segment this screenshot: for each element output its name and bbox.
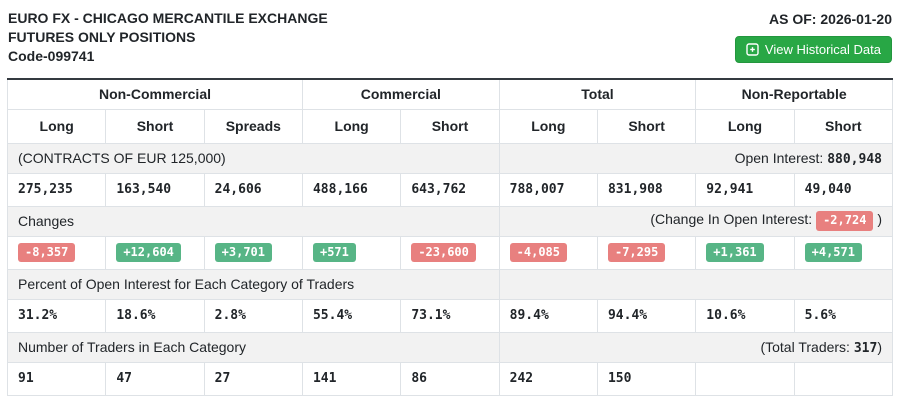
position-cell: 49,040 bbox=[794, 173, 892, 206]
position-cell: 488,166 bbox=[302, 173, 400, 206]
traders-cell: 242 bbox=[499, 362, 597, 395]
as-of-value: 2026-01-20 bbox=[820, 11, 892, 27]
percent-cell: 89.4% bbox=[499, 299, 597, 332]
open-interest-label: Open Interest: bbox=[735, 150, 824, 166]
percent-cell: 73.1% bbox=[401, 299, 499, 332]
change-in-open-interest: (Change In Open Interest: -2,724 ) bbox=[499, 206, 892, 236]
position-cell: 643,762 bbox=[401, 173, 499, 206]
position-cell: 788,007 bbox=[499, 173, 597, 206]
group-header-total: Total bbox=[499, 79, 696, 109]
traders-cell: 91 bbox=[8, 362, 106, 395]
report-title-block: EURO FX - CHICAGO MERCANTILE EXCHANGE FU… bbox=[8, 9, 328, 66]
percent-cell: 18.6% bbox=[106, 299, 204, 332]
change-badge: -7,295 bbox=[608, 243, 665, 262]
column-header-nr-short: Short bbox=[794, 109, 892, 143]
group-header-non-commercial: Non-Commercial bbox=[8, 79, 303, 109]
change-cell: -23,600 bbox=[401, 236, 499, 269]
column-header-nc-short: Short bbox=[106, 109, 204, 143]
column-header-c-short: Short bbox=[401, 109, 499, 143]
view-historical-data-label: View Historical Data bbox=[765, 42, 881, 57]
changes-label: Changes bbox=[8, 206, 500, 236]
changes-row: -8,357 +12,604 +3,701 +571 -23,600 -4,08… bbox=[8, 236, 893, 269]
traders-cell: 86 bbox=[401, 362, 499, 395]
total-traders-suffix: ) bbox=[877, 339, 882, 355]
changes-section-row: Changes (Change In Open Interest: -2,724… bbox=[8, 206, 893, 236]
traders-cell: 141 bbox=[302, 362, 400, 395]
cot-report-page: EURO FX - CHICAGO MERCANTILE EXCHANGE FU… bbox=[0, 0, 900, 406]
column-header-nc-spreads: Spreads bbox=[204, 109, 302, 143]
traders-cell: 47 bbox=[106, 362, 204, 395]
group-header-commercial: Commercial bbox=[302, 79, 499, 109]
traders-cell: 150 bbox=[597, 362, 695, 395]
change-badge: +3,701 bbox=[215, 243, 272, 262]
change-cell: -7,295 bbox=[597, 236, 695, 269]
total-traders-label: (Total Traders: bbox=[760, 339, 849, 355]
traders-section-row: Number of Traders in Each Category (Tota… bbox=[8, 332, 893, 362]
positions-row: 275,235 163,540 24,606 488,166 643,762 7… bbox=[8, 173, 893, 206]
change-oi-badge: -2,724 bbox=[816, 211, 873, 230]
change-badge: +12,604 bbox=[116, 243, 181, 262]
change-cell: +1,361 bbox=[696, 236, 794, 269]
column-header-nr-long: Long bbox=[696, 109, 794, 143]
position-cell: 92,941 bbox=[696, 173, 794, 206]
percent-cell: 94.4% bbox=[597, 299, 695, 332]
percent-cell: 2.8% bbox=[204, 299, 302, 332]
percent-section-row: Percent of Open Interest for Each Catego… bbox=[8, 269, 893, 299]
view-historical-data-button[interactable]: View Historical Data bbox=[735, 36, 892, 63]
open-interest: Open Interest: 880,948 bbox=[499, 143, 892, 173]
report-code: Code-099741 bbox=[8, 47, 328, 66]
percent-cell: 10.6% bbox=[696, 299, 794, 332]
change-cell: -8,357 bbox=[8, 236, 106, 269]
change-badge: -8,357 bbox=[18, 243, 75, 262]
traders-cell bbox=[696, 362, 794, 395]
column-header-row: Long Short Spreads Long Short Long Short… bbox=[8, 109, 893, 143]
column-header-t-short: Short bbox=[597, 109, 695, 143]
cot-table: Non-Commercial Commercial Total Non-Repo… bbox=[7, 78, 893, 396]
change-cell: +3,701 bbox=[204, 236, 302, 269]
traders-cell: 27 bbox=[204, 362, 302, 395]
change-badge: -4,085 bbox=[510, 243, 567, 262]
open-interest-value: 880,948 bbox=[827, 152, 882, 167]
total-traders-value: 317 bbox=[854, 341, 877, 356]
change-badge: +571 bbox=[313, 243, 356, 262]
report-title: EURO FX - CHICAGO MERCANTILE EXCHANGE bbox=[8, 9, 328, 28]
percent-cell: 55.4% bbox=[302, 299, 400, 332]
group-header-non-reportable: Non-Reportable bbox=[696, 79, 893, 109]
percent-cell: 31.2% bbox=[8, 299, 106, 332]
as-of-date: AS OF: 2026-01-20 bbox=[735, 9, 892, 27]
total-traders: (Total Traders: 317) bbox=[499, 332, 892, 362]
column-header-nc-long: Long bbox=[8, 109, 106, 143]
change-badge: -23,600 bbox=[411, 243, 476, 262]
change-cell: +571 bbox=[302, 236, 400, 269]
traders-row: 91 47 27 141 86 242 150 bbox=[8, 362, 893, 395]
change-badge: +1,361 bbox=[706, 243, 763, 262]
column-header-c-long: Long bbox=[302, 109, 400, 143]
change-oi-label: (Change In Open Interest: bbox=[650, 211, 812, 227]
group-header-row: Non-Commercial Commercial Total Non-Repo… bbox=[8, 79, 893, 109]
column-header-t-long: Long bbox=[499, 109, 597, 143]
contracts-label: (CONTRACTS OF EUR 125,000) bbox=[8, 143, 500, 173]
change-badge: +4,571 bbox=[805, 243, 862, 262]
calendar-plus-icon bbox=[746, 43, 759, 56]
change-cell: -4,085 bbox=[499, 236, 597, 269]
traders-label: Number of Traders in Each Category bbox=[8, 332, 500, 362]
report-header: EURO FX - CHICAGO MERCANTILE EXCHANGE FU… bbox=[0, 0, 900, 76]
change-cell: +12,604 bbox=[106, 236, 204, 269]
percents-row: 31.2% 18.6% 2.8% 55.4% 73.1% 89.4% 94.4%… bbox=[8, 299, 893, 332]
percent-section-spacer bbox=[499, 269, 892, 299]
position-cell: 24,606 bbox=[204, 173, 302, 206]
position-cell: 831,908 bbox=[597, 173, 695, 206]
contracts-section-row: (CONTRACTS OF EUR 125,000) Open Interest… bbox=[8, 143, 893, 173]
traders-cell bbox=[794, 362, 892, 395]
percent-cell: 5.6% bbox=[794, 299, 892, 332]
report-header-right: AS OF: 2026-01-20 View Historical Data bbox=[735, 9, 892, 63]
position-cell: 275,235 bbox=[8, 173, 106, 206]
report-subtitle: FUTURES ONLY POSITIONS bbox=[8, 28, 328, 47]
change-cell: +4,571 bbox=[794, 236, 892, 269]
position-cell: 163,540 bbox=[106, 173, 204, 206]
change-oi-suffix: ) bbox=[877, 211, 882, 227]
as-of-label: AS OF: bbox=[769, 11, 816, 27]
percent-label: Percent of Open Interest for Each Catego… bbox=[8, 269, 500, 299]
